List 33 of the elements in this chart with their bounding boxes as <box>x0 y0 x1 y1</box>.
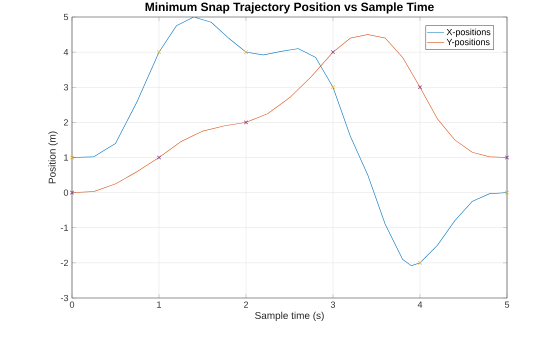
y-tick-label: 0 <box>64 189 68 196</box>
x-tick-label: 2 <box>244 302 248 308</box>
point <box>418 260 422 265</box>
point <box>504 155 510 160</box>
y-tick-label: 1 <box>64 154 68 161</box>
x-axis-title: Sample time (s) <box>255 312 324 321</box>
point <box>504 190 510 195</box>
point <box>70 155 74 160</box>
chart-title: Minimum Snap Trajectory Position vs Sample Time <box>146 2 434 14</box>
x-tick-label: 0 <box>70 302 74 308</box>
legend-label: Y-positions <box>446 38 490 47</box>
line-series <box>72 17 508 266</box>
legend-label: X-positions <box>446 28 490 37</box>
y-tick-label: -2 <box>60 260 68 266</box>
point <box>244 120 248 124</box>
y-tick-label: 2 <box>64 119 68 126</box>
y-tick-label: 3 <box>64 84 68 90</box>
y-tick-label: 4 <box>64 49 68 56</box>
y-tick-label: -1 <box>60 224 68 231</box>
point <box>156 50 162 54</box>
point <box>70 190 74 195</box>
point <box>244 50 248 54</box>
y-axis-title: Position (m) <box>48 132 58 184</box>
point <box>330 85 336 90</box>
y-tick-label: 5 <box>64 14 68 20</box>
point <box>156 155 162 160</box>
point <box>330 50 336 54</box>
x-tick-label: 5 <box>504 302 510 308</box>
x-tick-label: 3 <box>330 302 336 308</box>
y-tick-label: -3 <box>60 294 68 302</box>
x-tick-label: 1 <box>157 302 162 308</box>
point <box>418 85 422 90</box>
x-tick-label: 4 <box>418 302 422 308</box>
